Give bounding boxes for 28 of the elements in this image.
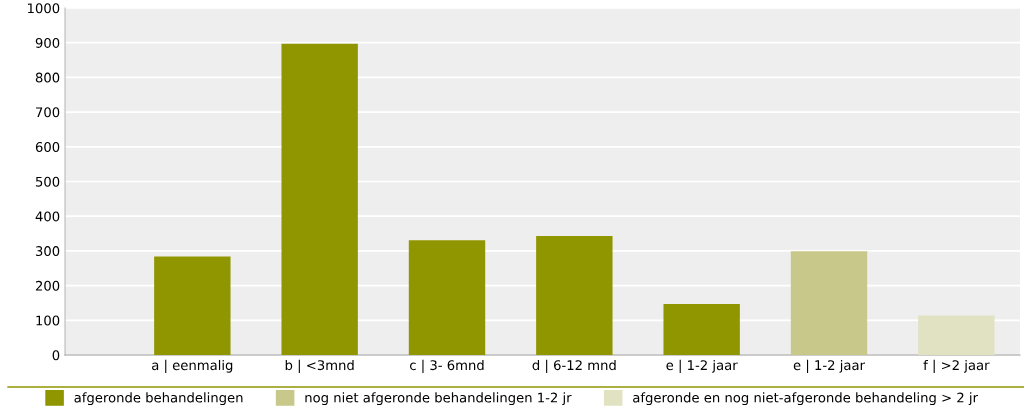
y-tick-label: 400 <box>35 211 60 222</box>
y-tick-label: 900 <box>35 37 60 48</box>
y-tick-label: 500 <box>35 176 60 187</box>
bar <box>281 43 358 355</box>
x-tick-label: b | <3mnd <box>285 359 354 374</box>
bar <box>663 303 740 355</box>
bar <box>918 315 995 355</box>
x-tick-label: d | 6-12 mnd <box>532 359 616 374</box>
y-tick-label: 600 <box>35 142 60 152</box>
legend-label: nog niet afgeronde behandelingen 1-2 jr <box>305 392 572 406</box>
legend-label: afgeronde behandelingen <box>74 392 243 406</box>
y-tick-label: 100 <box>36 315 60 326</box>
bar <box>790 251 868 355</box>
y-tick-label: 800 <box>35 72 60 83</box>
legend-label: afgeronde en nog niet-afgeronde behandeling > 2 jr <box>633 392 978 406</box>
y-tick-label: 200 <box>35 280 60 291</box>
x-tick-label: c | 3- 6mnd <box>410 359 484 374</box>
bar <box>536 235 613 355</box>
y-tick-label: 300 <box>35 246 60 257</box>
bar <box>408 240 486 355</box>
y-tick-label: 700 <box>36 107 60 118</box>
y-tick-label: 0 <box>52 350 60 361</box>
y-tick-label: 1000 <box>28 3 60 14</box>
bar <box>154 256 231 355</box>
x-tick-label: a | eenmalig <box>152 359 233 374</box>
x-tick-label: e | 1-2 jaar <box>666 359 738 374</box>
x-tick-label: e | 1-2 jaar <box>793 359 865 374</box>
x-tick-label: f | >2 jaar <box>923 359 990 374</box>
